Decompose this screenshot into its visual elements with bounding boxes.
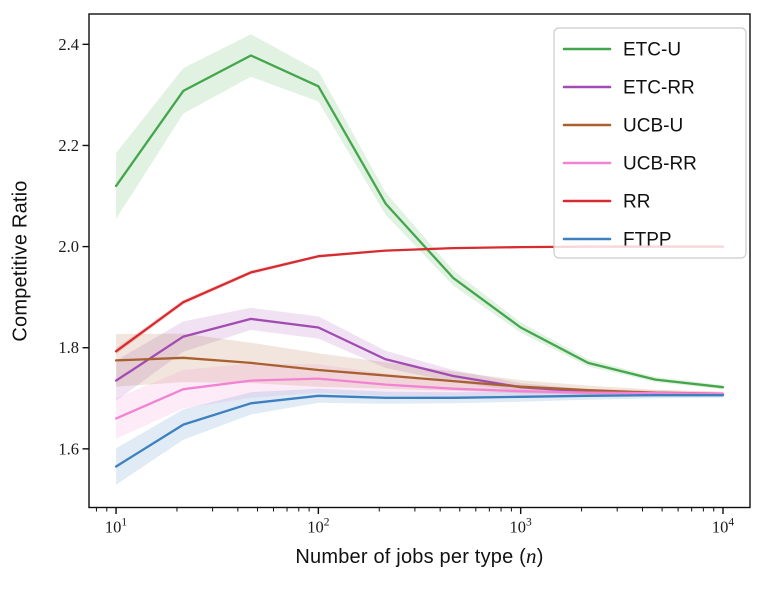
- legend-label-rr: RR: [623, 192, 650, 213]
- series-line-etc-u: [114, 54, 725, 389]
- y-tick-label: 2.4: [58, 35, 79, 54]
- y-axis-label: Competitive Ratio: [9, 180, 32, 342]
- series-line-ucb-rr: [114, 377, 725, 420]
- legend-box: [553, 27, 747, 259]
- x-axis-label-variable: n: [526, 544, 537, 568]
- y-tick-label: 1.6: [58, 439, 79, 458]
- band-etc-rr: [116, 307, 724, 401]
- series-line-ucb-u: [114, 356, 725, 395]
- y-tick-label: 2.0: [58, 237, 79, 256]
- legend-label-etc-u: ETC-U: [623, 40, 681, 61]
- series-line-ftpp: [114, 394, 725, 468]
- legend-label-ucb-u: UCB-U: [623, 116, 683, 137]
- x-tick-label: 104: [712, 517, 735, 537]
- legend-label-etc-rr: ETC-RR: [623, 78, 695, 99]
- y-tick-label: 1.8: [58, 338, 79, 357]
- legend-label-ftpp: FTPP: [623, 230, 672, 251]
- x-axis-label-suffix: ): [536, 546, 544, 568]
- y-tick-label: 2.2: [58, 136, 79, 155]
- x-tick-label: 101: [105, 517, 128, 537]
- x-tick-label: 102: [307, 517, 330, 537]
- x-tick-label: 103: [510, 517, 533, 537]
- legend-label-ucb-rr: UCB-RR: [623, 154, 697, 175]
- band-ucb-rr: [116, 363, 724, 439]
- x-axis-label: Number of jobs per type (n): [89, 544, 750, 569]
- x-axis-label-text: Number of jobs per type (: [295, 546, 527, 568]
- plot-border: [88, 13, 751, 509]
